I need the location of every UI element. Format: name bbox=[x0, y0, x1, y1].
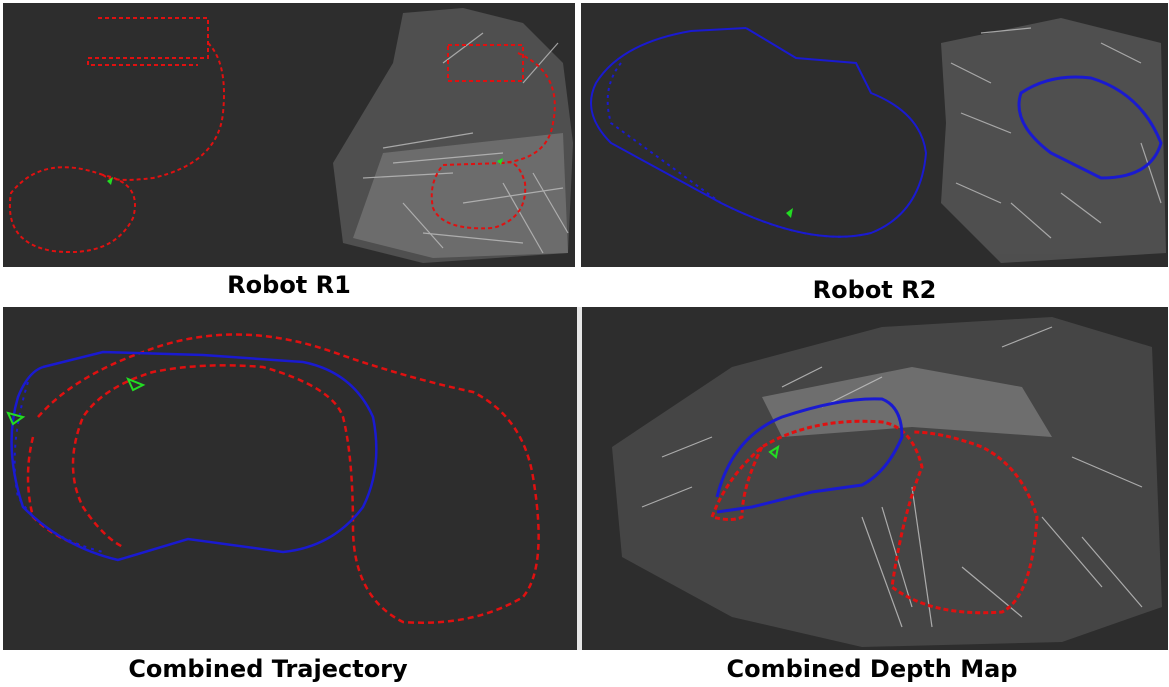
combined-trajectory-caption: Combined Trajectory bbox=[128, 655, 408, 683]
combined-depth-map-panel bbox=[582, 307, 1168, 650]
r1-depth-cloud bbox=[333, 8, 573, 263]
robot-r1-panel bbox=[3, 3, 575, 267]
r1-keyframe-marker bbox=[107, 177, 113, 185]
keyframe-marker-2 bbox=[6, 411, 26, 426]
r2-keyframe-marker bbox=[786, 208, 793, 218]
r2-depth-cloud bbox=[941, 18, 1166, 263]
r2-trajectory-left bbox=[590, 27, 928, 238]
depth-blue-trajectory bbox=[715, 397, 904, 514]
keyframe-marker-1 bbox=[126, 377, 146, 392]
r2-trajectory-right bbox=[1017, 75, 1163, 180]
robot-r2-panel bbox=[581, 3, 1168, 267]
r1-trajectory-left bbox=[8, 17, 225, 253]
combined-depth-cloud bbox=[612, 317, 1162, 647]
combined-red-trajectory bbox=[26, 333, 540, 624]
robot-r2-view bbox=[590, 18, 1166, 263]
r1-trajectory-right bbox=[430, 44, 556, 230]
depth-keyframe-marker bbox=[768, 444, 780, 459]
combined-blue-dashes bbox=[13, 381, 104, 553]
robot-r1-caption: Robot R1 bbox=[227, 271, 351, 299]
combined-depth-map-caption: Combined Depth Map bbox=[726, 655, 1018, 683]
combined-trajectory-panel bbox=[3, 307, 577, 650]
robot-r1-view bbox=[8, 8, 573, 263]
combined-depth-map-view bbox=[612, 317, 1162, 647]
panel-divider bbox=[577, 307, 582, 650]
robot-r2-caption: Robot R2 bbox=[812, 276, 937, 304]
depth-red-trajectory bbox=[710, 419, 1039, 615]
combined-trajectory-view bbox=[6, 333, 540, 624]
combined-blue-trajectory bbox=[10, 350, 378, 562]
